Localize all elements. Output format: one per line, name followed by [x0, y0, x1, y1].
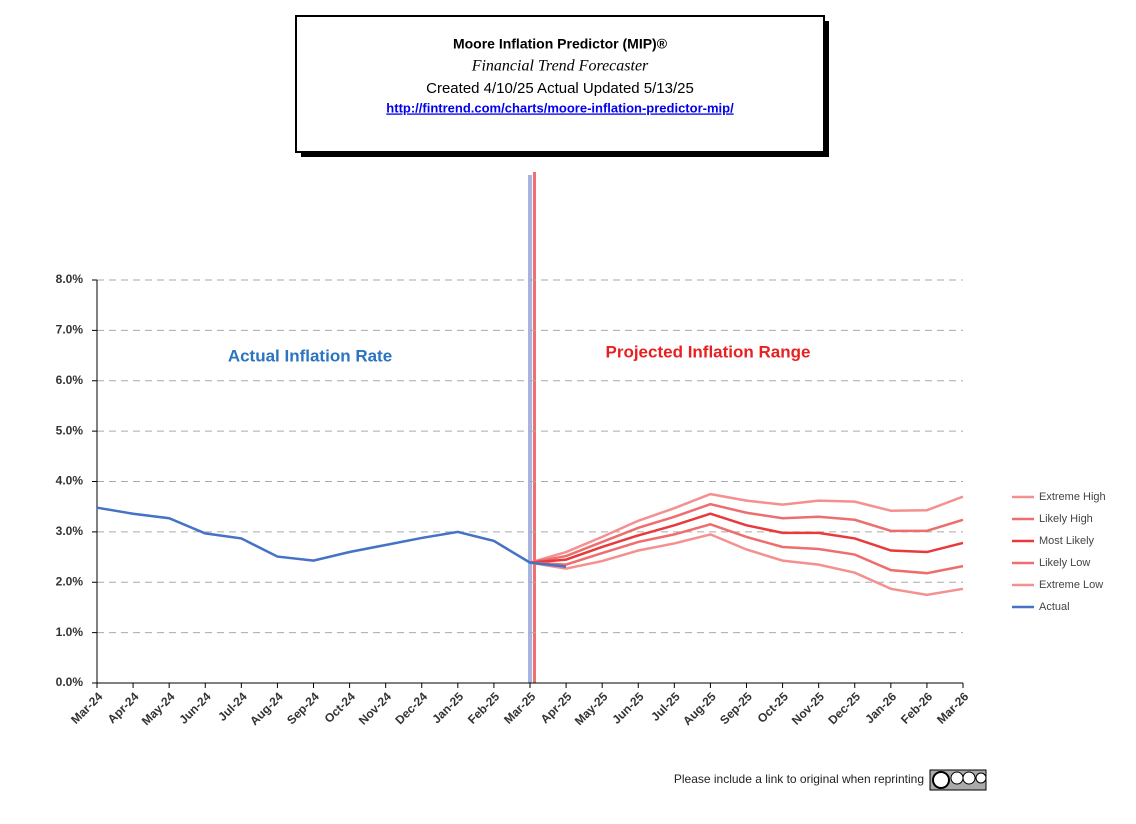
x-tick-label: Jul-25 [648, 689, 683, 724]
x-tick-label: Apr-25 [538, 689, 575, 726]
series-line [96, 506, 567, 568]
legend-label: Likely Low [1039, 557, 1090, 569]
y-tick-label: 3.0% [56, 524, 84, 538]
source-link[interactable]: http://fintrend.com/charts/moore-inflati… [386, 100, 734, 115]
divider-blue [528, 175, 532, 683]
x-tick-label: May-25 [572, 689, 611, 728]
x-tick-label: Jan-25 [429, 689, 466, 726]
y-tick-label: 2.0% [56, 574, 84, 588]
y-tick-label: 8.0% [56, 272, 84, 286]
series-line [529, 533, 964, 597]
y-tick-label: 6.0% [56, 373, 84, 387]
y-tick-label: 7.0% [56, 323, 84, 337]
x-tick-label: Mar-25 [501, 689, 538, 726]
x-tick-label: Aug-24 [247, 689, 286, 728]
legend-label: Most Likely [1039, 535, 1095, 547]
x-tick-label: Oct-25 [755, 689, 792, 726]
x-tick-label: Feb-26 [898, 689, 935, 726]
series-line [529, 492, 964, 564]
y-tick-label: 1.0% [56, 625, 84, 639]
y-tick-label: 0.0% [56, 675, 84, 689]
chart-subtitle: Financial Trend Forecaster [471, 58, 649, 75]
x-tick-label: Jun-24 [176, 689, 213, 726]
series-line [529, 502, 964, 564]
x-tick-label: Sep-24 [284, 689, 322, 727]
created-line: Created 4/10/25 Actual Updated 5/13/25 [426, 80, 694, 97]
x-tick-label: Jun-25 [609, 689, 646, 726]
x-tick-label: Sep-25 [717, 689, 755, 727]
x-tick-label: Feb-25 [465, 689, 502, 726]
legend-label: Likely High [1039, 513, 1093, 525]
x-tick-label: Dec-25 [825, 689, 863, 727]
legend-label: Extreme Low [1039, 579, 1103, 591]
x-tick-label: Apr-24 [105, 689, 142, 726]
x-tick-label: Dec-24 [392, 689, 430, 727]
x-tick-label: Mar-26 [934, 689, 971, 726]
annotation-projected: Projected Inflation Range [606, 342, 811, 361]
x-tick-label: Nov-24 [356, 689, 394, 727]
x-tick-label: Mar-24 [68, 689, 105, 726]
chart-title: Moore Inflation Predictor (MIP)® [453, 36, 668, 52]
cc-icon [929, 769, 987, 791]
series-line [529, 523, 964, 575]
y-tick-label: 4.0% [56, 474, 84, 488]
legend-label: Actual [1039, 601, 1070, 613]
x-tick-label: Jan-26 [862, 689, 899, 726]
y-tick-label: 5.0% [56, 423, 84, 437]
x-tick-label: Nov-25 [789, 689, 827, 727]
legend-label: Extreme High [1039, 491, 1106, 503]
series-line [529, 512, 964, 564]
annotation-actual: Actual Inflation Rate [228, 346, 392, 365]
x-tick-label: Jul-24 [215, 689, 250, 724]
divider-red [533, 172, 536, 683]
x-tick-label: Aug-25 [680, 689, 719, 728]
x-tick-label: Oct-24 [322, 689, 359, 726]
footer-note: Please include a link to original when r… [674, 772, 924, 786]
x-tick-label: May-24 [139, 689, 178, 728]
title-box [295, 15, 825, 153]
